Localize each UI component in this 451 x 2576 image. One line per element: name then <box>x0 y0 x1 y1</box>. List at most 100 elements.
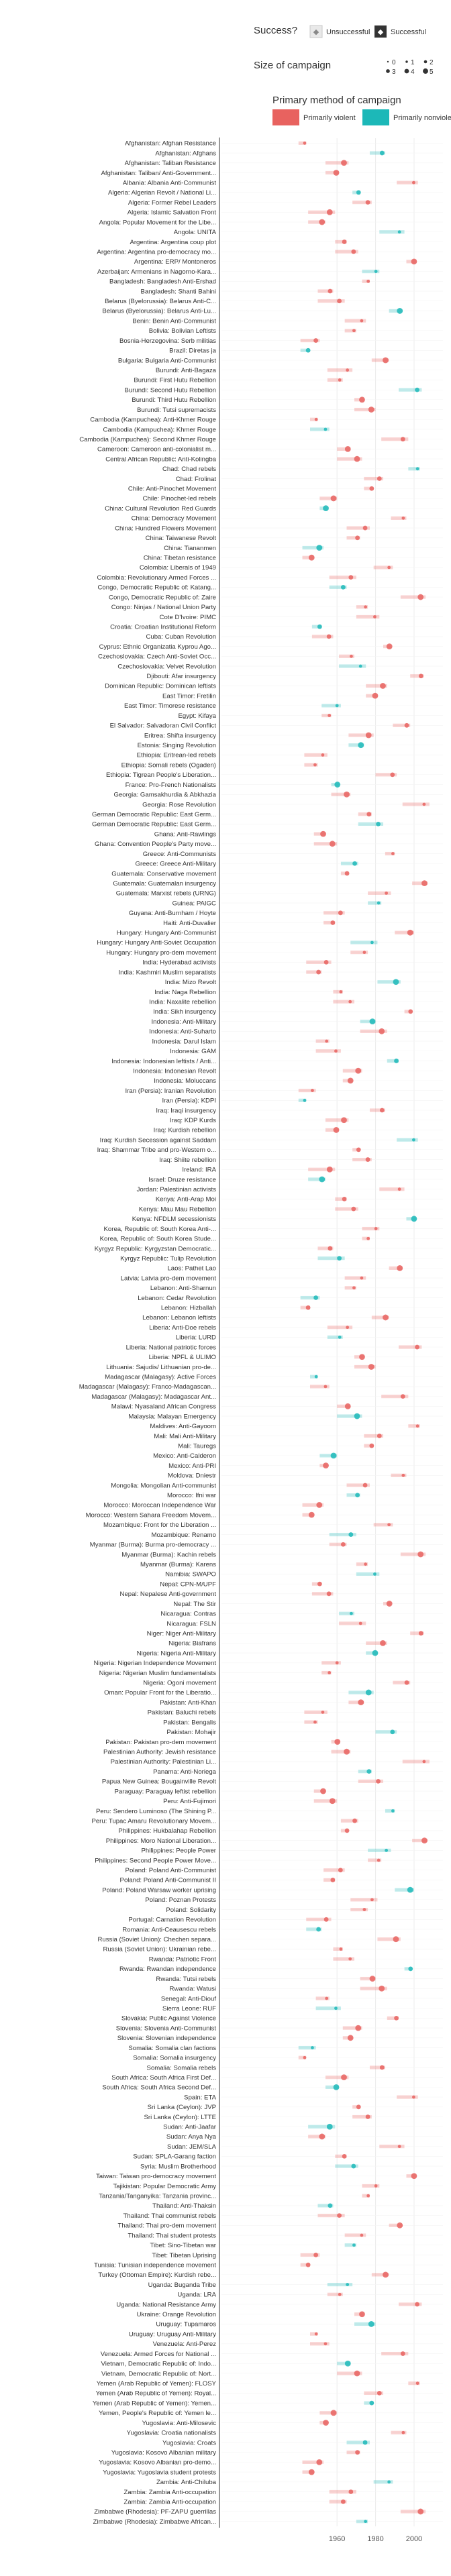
campaign-marker-50 <box>326 634 332 639</box>
campaign-marker-240 <box>417 2508 424 2515</box>
campaign-marker-67 <box>422 802 426 806</box>
campaign-marker-178 <box>370 1898 374 1902</box>
campaign-label-2: Afghanistan: Taliban Resistance <box>125 160 216 167</box>
campaign-label-123: Liberia: NPFL & ULIMO <box>149 1354 216 1361</box>
campaign-band-48 <box>356 614 380 619</box>
campaign-marker-97 <box>303 1098 307 1102</box>
campaign-label-28: Cambodia (Kampuchea): Anti-Khmer Rouge <box>90 417 216 424</box>
campaign-band-50 <box>311 635 334 639</box>
campaign-label-159: Pakistan: Baluchi rebels <box>148 1709 217 1717</box>
campaign-label-20: Bosnia-Herzegovina: Serb militias <box>119 337 216 345</box>
campaign-band-25 <box>399 388 422 392</box>
campaign-band-66 <box>331 792 351 796</box>
campaign-marker-131 <box>377 1434 382 1438</box>
campaign-band-159 <box>304 1710 328 1714</box>
campaign-marker-29 <box>323 427 328 431</box>
campaign-label-115: Latvia: Latvia pro-dem movement <box>121 1275 217 1282</box>
campaign-marker-120 <box>346 1326 350 1330</box>
campaign-label-206: Taiwan: Taiwan pro-democracy movement <box>96 2173 216 2180</box>
campaign-band-153 <box>366 1651 378 1655</box>
campaign-band-209 <box>317 2204 334 2208</box>
campaign-band-113 <box>317 1256 345 1260</box>
campaign-label-64: Ethiopia: Tigrean People's Liberation... <box>106 771 216 779</box>
campaign-marker-1 <box>379 150 385 156</box>
legend-method-swatch-nonviolent <box>362 109 389 125</box>
campaign-marker-21 <box>305 347 311 353</box>
campaign-label-84: India: Kashmiri Muslim separatists <box>118 969 216 976</box>
campaign-band-120 <box>327 1326 353 1330</box>
campaign-marker-16 <box>337 299 342 304</box>
campaign-band-240 <box>400 2510 426 2514</box>
campaign-band-62 <box>304 753 328 757</box>
campaign-label-235: Yugoslavia: Kosovo Albanian pro-demo... <box>99 2459 216 2467</box>
campaign-marker-177 <box>407 1886 413 1893</box>
legend-success-label-1: Successful <box>391 28 426 36</box>
campaign-label-202: Sudan: Anya Nya <box>166 2133 217 2141</box>
campaign-label-55: Dominican Republic: Dominican leftists <box>105 683 216 690</box>
campaign-marker-69 <box>376 821 381 826</box>
legend-successful-mark: ◆ <box>378 28 384 36</box>
campaign-label-142: Myanmar (Burma): Burma pro-democracy ... <box>90 1542 216 1549</box>
campaign-label-204: Sudan: SPLA-Garang faction <box>133 2153 216 2161</box>
campaign-band-191 <box>342 2026 362 2030</box>
campaign-labels: Afghanistan: Afghan Resistance Afghanista… <box>79 140 217 2526</box>
campaign-marker-198 <box>411 2095 415 2099</box>
campaign-label-78: Guyana: Anti-Burnham / Hoyte <box>129 910 216 917</box>
campaign-band-61 <box>348 743 364 747</box>
legend-success-label-0: Unsuccessful <box>326 28 370 36</box>
campaign-label-223: Venezuela: Anti-Perez <box>153 2341 217 2348</box>
campaign-band-173 <box>368 1848 391 1852</box>
campaign-marker-0 <box>303 141 307 145</box>
campaign-marker-6 <box>365 200 370 205</box>
campaign-band-142 <box>329 1542 347 1546</box>
campaign-band-9 <box>379 230 405 234</box>
campaign-marker-134 <box>323 1462 329 1468</box>
campaign-label-221: Uruguay: Tupamaros <box>156 2321 216 2328</box>
campaign-band-194 <box>298 2055 307 2059</box>
campaign-label-148: Nepal: The Stir <box>173 1601 217 1608</box>
campaign-band-16 <box>317 299 345 303</box>
campaign-band-186 <box>360 1976 376 1981</box>
campaign-label-184: Rwanda: Patriotic Front <box>149 1955 217 1963</box>
campaign-label-158: Pakistan: Anti-Khan <box>160 1699 216 1707</box>
campaign-band-13 <box>362 269 380 274</box>
campaign-band-40 <box>346 536 360 540</box>
campaign-label-116: Lebanon: Anti-Sharnun <box>150 1285 216 1292</box>
campaign-label-129: Malaysia: Malayan Emergency <box>128 1413 216 1420</box>
campaign-label-214: Tibet: Tibetan Uprising <box>152 2252 216 2259</box>
campaign-band-85 <box>377 980 401 984</box>
campaign-marker-161 <box>390 1729 395 1735</box>
x-axis: 1960 1980 2000 <box>329 2535 422 2543</box>
campaign-band-151 <box>410 1631 424 1635</box>
campaign-marker-219 <box>415 2302 419 2307</box>
campaign-marker-90 <box>379 1028 385 1034</box>
campaign-label-198: Spain: ETA <box>184 2094 216 2101</box>
campaign-marker-140 <box>387 1523 391 1527</box>
campaign-band-178 <box>350 1898 378 1902</box>
campaign-marker-220 <box>359 2311 365 2318</box>
campaign-label-146: Nepal: CPN-M/UPF <box>160 1580 216 1588</box>
campaign-marker-25 <box>415 387 419 392</box>
campaign-label-17: Belarus (Byelorussia): Belarus Anti-Lu..… <box>102 308 216 315</box>
campaign-band-198 <box>397 2095 418 2099</box>
campaign-label-56: East Timor: Fretilin <box>162 692 216 700</box>
campaign-marker-216 <box>383 2271 389 2278</box>
campaign-marker-145 <box>373 1572 377 1576</box>
campaign-label-105: Israel: Druze resistance <box>148 1176 216 1183</box>
campaign-marker-38 <box>401 516 405 520</box>
campaign-band-133 <box>319 1454 338 1458</box>
campaign-marker-185 <box>408 1966 413 1972</box>
campaign-marker-84 <box>316 969 321 975</box>
campaign-band-136 <box>346 1483 370 1487</box>
campaign-band-76 <box>368 891 391 895</box>
campaign-marker-230 <box>330 2410 337 2416</box>
campaign-marker-208 <box>366 2194 370 2198</box>
size-legend-dot-3 <box>386 69 390 73</box>
campaign-marker-229 <box>369 2400 374 2406</box>
campaign-marker-159 <box>321 1710 325 1714</box>
campaign-label-15: Bangladesh: Shanti Bahini <box>140 288 216 295</box>
campaign-label-219: Uganda: National Resistance Army <box>116 2301 216 2308</box>
x-tick-label-0: 1960 <box>329 2535 345 2543</box>
campaign-marker-174 <box>377 1858 381 1862</box>
campaign-label-45: Congo, Democratic Republic of: Katang... <box>97 584 216 592</box>
